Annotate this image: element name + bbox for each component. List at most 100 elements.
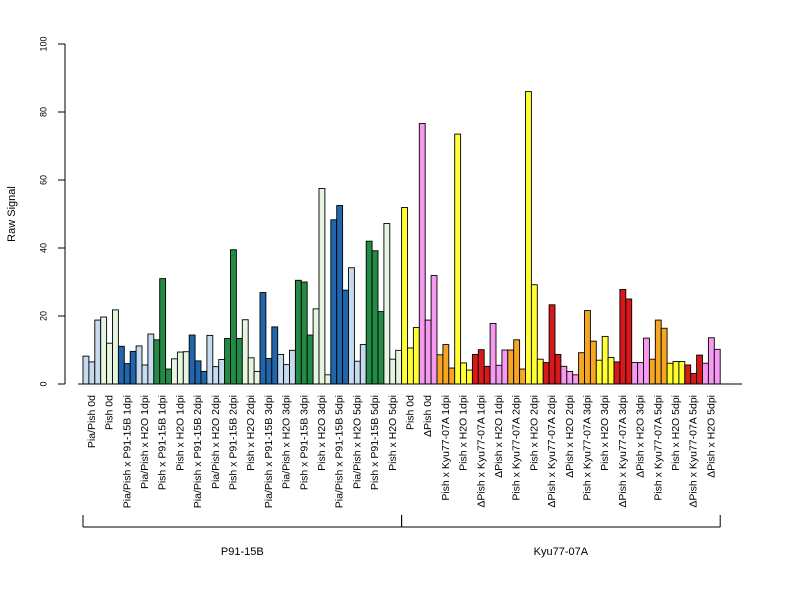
x-tick-label: Pia/Pish x H2O 5dpi bbox=[351, 395, 363, 489]
bar bbox=[147, 333, 155, 385]
x-tick-label: Pish x H2O 1dpi bbox=[174, 395, 186, 471]
bar bbox=[200, 370, 208, 385]
bar bbox=[672, 361, 680, 385]
bar bbox=[595, 359, 603, 385]
bar bbox=[289, 349, 296, 385]
bar bbox=[454, 133, 462, 385]
x-tick-label: Pish x Kyu77-07A 2dpi bbox=[511, 395, 523, 501]
bar bbox=[182, 351, 190, 385]
bar bbox=[277, 353, 285, 385]
bar bbox=[342, 289, 349, 385]
x-tick-label: Pish x Kyu77-07A 1dpi bbox=[440, 395, 452, 501]
x-tick-label: ΔPish x Kyu77-07A 3dpi bbox=[617, 395, 629, 508]
y-tick-label: 0 bbox=[38, 381, 48, 386]
y-axis-label: Raw Signal bbox=[6, 186, 18, 242]
bar bbox=[176, 351, 184, 385]
x-tick-label: ΔPish x Kyu77-07A 5dpi bbox=[688, 395, 700, 508]
bar bbox=[536, 358, 544, 385]
x-tick-label: ΔPish x H2O 5dpi bbox=[705, 395, 717, 478]
bar bbox=[100, 316, 108, 385]
bar bbox=[359, 344, 367, 385]
bar bbox=[294, 279, 302, 385]
bar bbox=[300, 281, 308, 385]
bar bbox=[690, 373, 698, 385]
bar bbox=[135, 345, 143, 385]
bar bbox=[424, 319, 432, 385]
bar bbox=[501, 349, 509, 385]
x-tick-label: ΔPish x Kyu77-07A 2dpi bbox=[546, 395, 558, 508]
bar bbox=[88, 361, 96, 385]
x-tick-label: Pish x P91-15B 2dpi bbox=[227, 395, 239, 490]
bar bbox=[194, 360, 202, 385]
bar bbox=[318, 188, 326, 385]
bar bbox=[566, 370, 574, 385]
bar bbox=[471, 353, 479, 385]
bar bbox=[230, 249, 237, 385]
x-tick-label: Pish x P91-15B 1dpi bbox=[157, 395, 169, 490]
x-tick-label: ΔPish x Kyu77-07A 1dpi bbox=[475, 395, 487, 508]
x-tick-label: Pish x Kyu77-07A 5dpi bbox=[652, 395, 664, 501]
x-tick-label: Pia/Pish x P91-15B 5dpi bbox=[334, 395, 346, 508]
bar bbox=[684, 364, 692, 385]
bar bbox=[601, 335, 609, 385]
bar bbox=[353, 360, 361, 385]
bar bbox=[365, 240, 373, 385]
bar bbox=[625, 298, 633, 385]
bar bbox=[271, 326, 279, 385]
bar bbox=[442, 344, 450, 385]
bar bbox=[123, 363, 131, 385]
bar bbox=[106, 342, 113, 385]
bar bbox=[259, 292, 267, 385]
bar bbox=[678, 361, 686, 385]
bar bbox=[153, 339, 161, 385]
x-tick-label: Pish x H2O 3dpi bbox=[316, 395, 328, 471]
x-tick-label: Pish x H2O 1dpi bbox=[458, 395, 470, 471]
bar bbox=[247, 357, 255, 385]
bar bbox=[401, 207, 408, 385]
y-tick-label: 20 bbox=[38, 311, 48, 321]
group-label: P91-15B bbox=[221, 546, 264, 558]
x-tick-label: Pia/Pish x H2O 1dpi bbox=[139, 395, 151, 489]
bar bbox=[713, 348, 721, 385]
x-tick-label: ΔPish x H2O 2dpi bbox=[564, 395, 576, 478]
bar bbox=[507, 349, 515, 385]
bar bbox=[235, 337, 243, 385]
x-tick-label: Pish x P91-15B 5dpi bbox=[369, 395, 381, 490]
y-tick-label: 80 bbox=[38, 107, 48, 117]
x-tick-label: Pish x P91-15B 3dpi bbox=[298, 395, 310, 490]
x-tick-label: Pia/Pish x H2O 2dpi bbox=[210, 395, 222, 489]
bar bbox=[648, 358, 656, 385]
bar bbox=[306, 334, 314, 385]
bar bbox=[171, 358, 178, 385]
bar bbox=[589, 340, 597, 385]
bar bbox=[159, 278, 167, 385]
bar bbox=[613, 361, 621, 385]
x-tick-label: ΔPish x H2O 1dpi bbox=[493, 395, 505, 478]
bar bbox=[418, 123, 426, 385]
bar bbox=[82, 355, 90, 385]
bar bbox=[702, 362, 709, 385]
bar bbox=[654, 319, 662, 385]
bar bbox=[513, 339, 521, 385]
x-tick-label: Pia/Pish x P91-15B 2dpi bbox=[192, 395, 204, 508]
bar bbox=[483, 365, 491, 385]
bar bbox=[607, 357, 615, 385]
bar bbox=[643, 337, 650, 385]
bar bbox=[495, 364, 503, 385]
bar bbox=[660, 327, 668, 385]
bar bbox=[560, 365, 568, 385]
bar bbox=[206, 334, 214, 385]
group-label: Kyu77-07A bbox=[534, 546, 589, 558]
bar bbox=[430, 275, 438, 385]
bar bbox=[336, 205, 344, 385]
bar bbox=[460, 362, 467, 385]
bar bbox=[525, 91, 532, 385]
bar bbox=[330, 219, 338, 385]
bar bbox=[348, 267, 355, 385]
bar bbox=[489, 323, 497, 385]
bar bbox=[519, 368, 526, 385]
bar bbox=[94, 319, 102, 385]
bar bbox=[141, 364, 149, 385]
x-tick-label: Pia/Pish x H2O 3dpi bbox=[281, 395, 293, 489]
